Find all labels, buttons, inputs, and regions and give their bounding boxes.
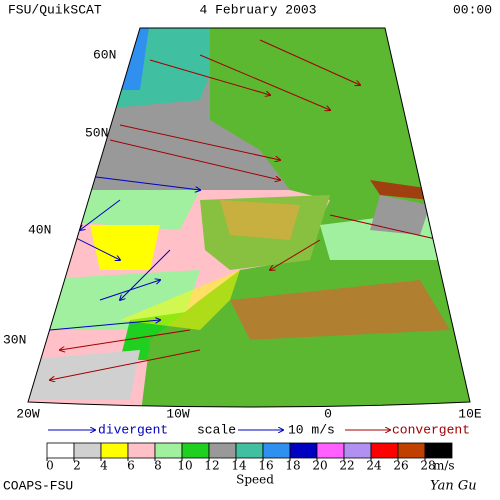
colorbar-tick-label: 22 — [339, 459, 354, 473]
header-left: FSU/QuikSCAT — [8, 2, 102, 17]
header-right: 00:00 — [453, 2, 492, 17]
colorbar-tick-label: 18 — [285, 459, 300, 473]
lon-label: 20W — [16, 406, 40, 421]
colorbar-box — [424, 442, 453, 459]
colorbar-tick-label: 4 — [100, 459, 108, 473]
lon-label: 10E — [458, 406, 482, 421]
colorbar-unit: m/s — [433, 459, 455, 473]
colorbar-tick-label: 28 — [420, 459, 435, 473]
colorbar-label: Speed — [236, 473, 274, 487]
colorbar-tick-label: 26 — [393, 459, 408, 473]
lat-label: 60N — [93, 47, 116, 62]
map-area — [28, 28, 470, 407]
legend-scale-value: 10 m/s — [288, 422, 335, 437]
colorbar-box — [208, 442, 237, 459]
colorbar-box — [100, 442, 129, 459]
colorbar-box — [289, 442, 318, 459]
lon-label: 10W — [166, 406, 190, 421]
lon-label: 0 — [324, 406, 332, 421]
colorbar-box — [181, 442, 210, 459]
legend-scale: scale — [197, 422, 236, 437]
colorbar-tick-label: 8 — [154, 459, 162, 473]
colorbar-tick-label: 14 — [231, 459, 247, 473]
colorbar-box — [235, 442, 264, 459]
colorbar-box — [316, 442, 345, 459]
colorbar-tick-label: 12 — [204, 459, 219, 473]
colorbar-tick-label: 0 — [46, 459, 54, 473]
colorbar-tick-label: 16 — [258, 459, 273, 473]
colorbar-tick-label: 2 — [73, 459, 81, 473]
map-frame — [27, 27, 471, 408]
colorbar: 0 2 4 6 8 10 12 14 16 18 20 22 24 26 28m/s — [46, 442, 455, 473]
legend-convergent: convergent — [392, 422, 470, 437]
footer-right: Yan Gu — [430, 479, 477, 494]
colorbar-box — [127, 442, 156, 459]
colorbar-box — [154, 442, 183, 459]
colorbar-box — [262, 442, 291, 459]
legend-divergent: divergent — [98, 422, 168, 437]
colorbar-box — [343, 442, 372, 459]
colorbar-tick-label: 6 — [127, 459, 135, 473]
footer-left: COAPS-FSU — [3, 478, 73, 493]
lat-label: 50N — [85, 125, 108, 140]
lat-label: 40N — [28, 222, 51, 237]
lat-label: 30N — [3, 332, 26, 347]
colorbar-box — [397, 442, 426, 459]
colorbar-box — [46, 442, 75, 459]
colorbar-box — [73, 442, 102, 459]
colorbar-tick-label: 24 — [366, 459, 382, 473]
header-center: 4 February 2003 — [199, 2, 316, 17]
colorbar-tick-label: 10 — [177, 459, 192, 473]
colorbar-box — [370, 442, 399, 459]
colorbar-tick-label: 20 — [312, 459, 327, 473]
